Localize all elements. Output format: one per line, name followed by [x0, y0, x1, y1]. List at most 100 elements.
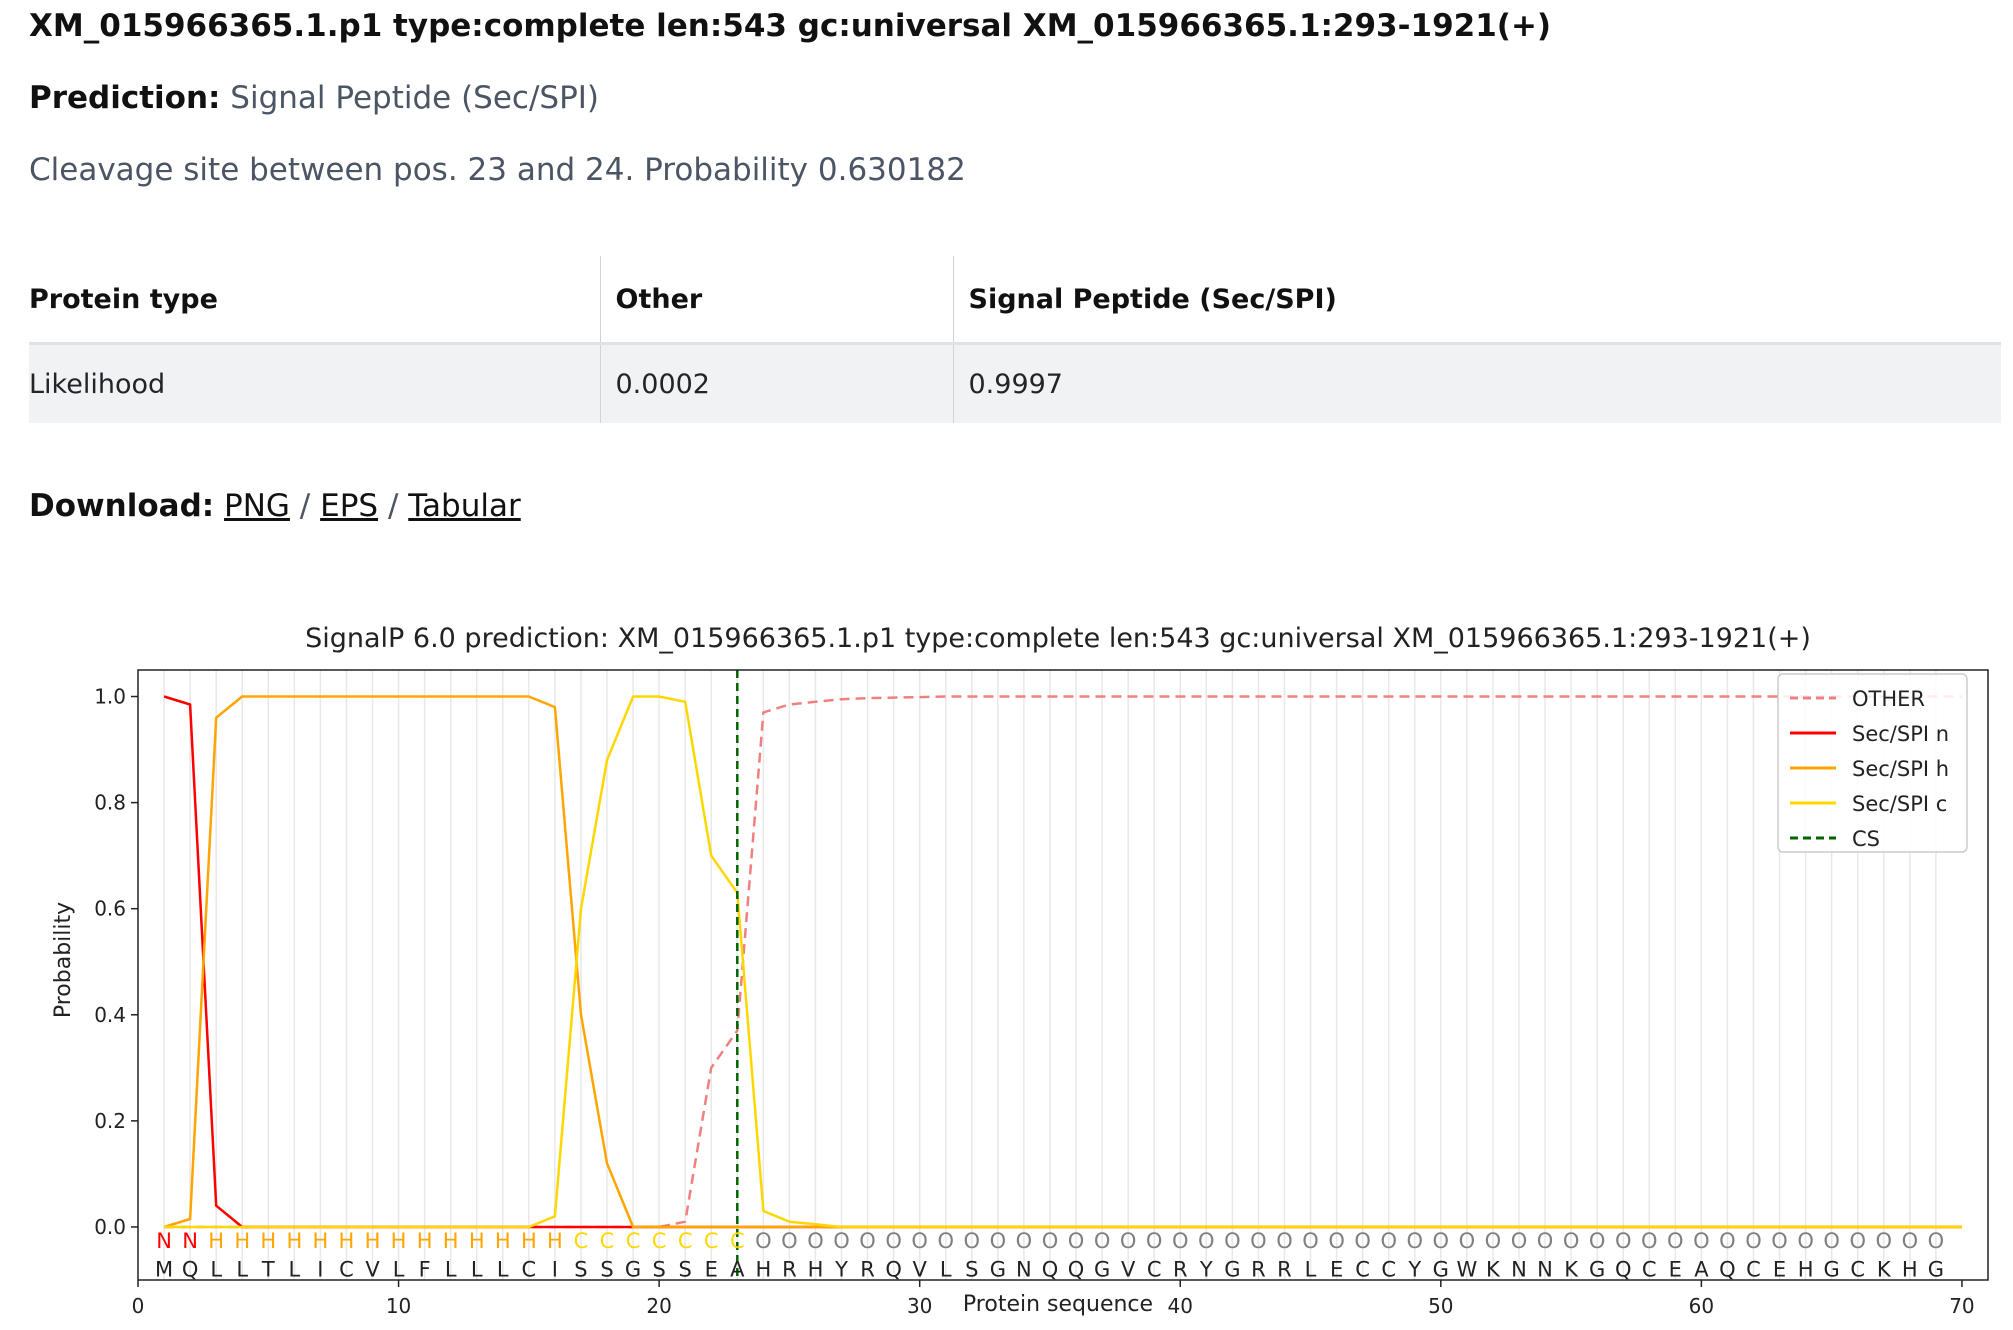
residue-label: M [155, 1258, 173, 1282]
residue-label: Y [1407, 1258, 1421, 1282]
residue-label: R [782, 1258, 797, 1282]
residue-label: C [522, 1258, 537, 1282]
region-label: O [807, 1229, 824, 1253]
signalp-chart: SignalP 6.0 prediction: XM_015966365.1.p… [51, 623, 1989, 1318]
region-label: O [1172, 1229, 1189, 1253]
residue-label: S [652, 1258, 665, 1282]
y-tick-label: 0.6 [94, 897, 126, 921]
residue-label: C [1642, 1258, 1657, 1282]
residue-label: C [1381, 1258, 1396, 1282]
residue-label: Q [1042, 1258, 1059, 1282]
download-separator: / [387, 488, 399, 524]
residue-label: K [1877, 1258, 1892, 1282]
residue-label: T [261, 1258, 275, 1282]
region-label: O [1797, 1229, 1814, 1253]
download-eps-link[interactable]: EPS [320, 488, 379, 524]
x-tick-label: 40 [1168, 1294, 1193, 1318]
table-header-row: Protein type Other Signal Peptide (Sec/S… [29, 256, 2001, 345]
region-label: O [1146, 1229, 1163, 1253]
table-header-signal-peptide: Signal Peptide (Sec/SPI) [952, 256, 2001, 345]
table-cell-sp-value: 0.9997 [952, 343, 2001, 423]
region-label: H [469, 1229, 485, 1253]
region-label: O [1849, 1229, 1866, 1253]
residue-label: A [730, 1258, 745, 1282]
page-title: XM_015966365.1.p1 type:complete len:543 … [29, 8, 1552, 44]
series-line-other [164, 695, 1962, 1229]
y-tick-label: 0.4 [94, 1003, 126, 1027]
legend-label-sec-spi-n: Sec/SPI n [1852, 722, 1949, 746]
residue-label: Q [1719, 1258, 1736, 1282]
download-tabular-link[interactable]: Tabular [408, 488, 521, 524]
region-label: O [911, 1229, 928, 1253]
residue-label: I [552, 1258, 558, 1282]
table-row: Likelihood 0.0002 0.9997 [29, 343, 2001, 423]
region-label: C [574, 1229, 589, 1253]
residue-label: G [1589, 1258, 1605, 1282]
region-label: O [1120, 1229, 1137, 1253]
region-label: O [1250, 1229, 1267, 1253]
residue-label: C [1746, 1258, 1761, 1282]
region-label: O [1433, 1229, 1450, 1253]
residue-label: H [1798, 1258, 1814, 1282]
residue-label: C [1850, 1258, 1865, 1282]
residue-label: S [679, 1258, 692, 1282]
residue-label: H [1902, 1258, 1918, 1282]
residue-label: G [1824, 1258, 1840, 1282]
table-cell-other-value: 0.0002 [599, 343, 953, 423]
residue-label: L [940, 1258, 952, 1282]
residue-label: K [1564, 1258, 1579, 1282]
residue-label: G [1094, 1258, 1110, 1282]
series-line-sec-spi-h [163, 695, 1962, 1229]
region-label: O [1693, 1229, 1710, 1253]
region-label: O [1537, 1229, 1554, 1253]
legend-label-other: OTHER [1852, 687, 1925, 711]
y-tick-label: 0.2 [94, 1109, 126, 1133]
x-tick-label: 60 [1689, 1294, 1714, 1318]
table-cell-likelihood-label: Likelihood [29, 343, 600, 423]
residue-label: Q [1068, 1258, 1085, 1282]
residue-label: C [339, 1258, 354, 1282]
residue-label: L [288, 1258, 300, 1282]
residue-label: N [1537, 1258, 1553, 1282]
x-tick-label: 10 [386, 1294, 411, 1318]
residue-label: Q [1615, 1258, 1632, 1282]
residue-label: S [600, 1258, 613, 1282]
region-label: C [678, 1229, 693, 1253]
residue-label: Q [182, 1258, 199, 1282]
region-label: O [1589, 1229, 1606, 1253]
residue-label: C [1355, 1258, 1370, 1282]
residue-label: L [497, 1258, 509, 1282]
download-png-link[interactable]: PNG [224, 488, 290, 524]
region-label: O [1615, 1229, 1632, 1253]
residue-label: E [705, 1258, 718, 1282]
residue-label: N [1016, 1258, 1032, 1282]
residue-label: E [1330, 1258, 1343, 1282]
download-line: Download: PNG / EPS / Tabular [29, 488, 521, 524]
residue-label: V [913, 1258, 928, 1282]
series-line-sec-spi-n [163, 695, 1962, 1229]
residue-label: G [1224, 1258, 1240, 1282]
residue-label: S [574, 1258, 587, 1282]
y-tick-label: 0.8 [94, 791, 126, 815]
region-label: H [286, 1229, 302, 1253]
residue-label: F [419, 1258, 431, 1282]
x-tick-label: 50 [1428, 1294, 1453, 1318]
residue-label: R [860, 1258, 875, 1282]
region-label: O [1016, 1229, 1033, 1253]
prediction-label: Prediction: [29, 80, 221, 116]
region-label: N [182, 1229, 198, 1253]
residue-label: W [1456, 1258, 1477, 1282]
region-label: O [1902, 1229, 1919, 1253]
plot-frame [137, 669, 1989, 1281]
region-label: O [1719, 1229, 1736, 1253]
region-label: O [1667, 1229, 1684, 1253]
region-label: H [339, 1229, 355, 1253]
region-label: H [443, 1229, 459, 1253]
download-label: Download: [29, 488, 215, 524]
prediction-value: Signal Peptide (Sec/SPI) [230, 80, 600, 116]
residue-label: H [808, 1258, 824, 1282]
region-label: C [600, 1229, 615, 1253]
region-label: O [1042, 1229, 1059, 1253]
region-label: O [1380, 1229, 1397, 1253]
region-label: O [1224, 1229, 1241, 1253]
